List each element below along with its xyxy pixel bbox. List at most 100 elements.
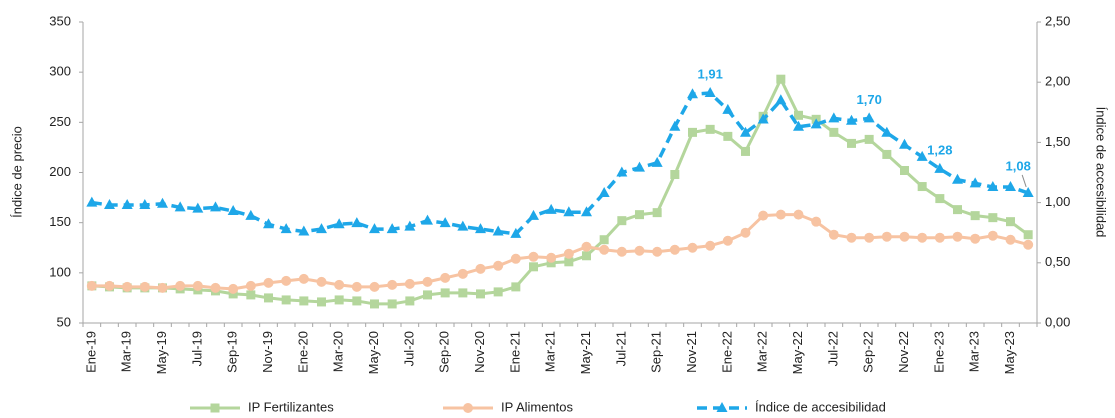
data-point — [264, 293, 273, 303]
data-point — [476, 289, 485, 299]
data-point — [634, 245, 645, 256]
data-point — [351, 281, 362, 292]
data-point — [723, 131, 733, 141]
data-point — [952, 231, 963, 242]
data-point — [934, 232, 945, 243]
x-tick-label: Nov-21 — [684, 331, 699, 373]
x-tick-label: Sep-22 — [861, 331, 876, 373]
data-point — [1022, 186, 1034, 197]
data-point — [457, 220, 469, 231]
data-point — [104, 199, 115, 210]
data-point — [317, 297, 326, 307]
data-point — [1006, 217, 1015, 227]
data-point — [546, 252, 557, 263]
data-point — [651, 156, 663, 167]
x-tick-label: May-19 — [154, 331, 169, 374]
data-point — [493, 287, 503, 297]
y2-tick-label: 0,50 — [1045, 254, 1070, 269]
data-point — [228, 283, 239, 294]
data-point — [687, 242, 698, 253]
data-point — [935, 194, 945, 204]
data-point — [475, 263, 486, 274]
data-point — [599, 235, 609, 245]
y-axis-title: Índice de precio — [9, 126, 24, 218]
data-point — [952, 173, 963, 184]
x-tick-label: Nov-22 — [896, 331, 911, 373]
data-point — [1005, 234, 1016, 245]
data-point — [722, 235, 733, 246]
y2-tick-label: 1,00 — [1045, 194, 1070, 209]
data-point — [139, 199, 151, 210]
data-point — [828, 112, 840, 123]
x-tick-label: Mar-23 — [967, 331, 982, 372]
data-point — [635, 210, 644, 220]
data-point — [263, 218, 274, 229]
data-point — [157, 197, 168, 208]
x-tick-label: Jul-20 — [401, 331, 416, 366]
y2-tick-label: 2,50 — [1045, 13, 1070, 28]
data-point — [228, 289, 238, 299]
data-point — [475, 223, 486, 234]
data-point — [598, 186, 610, 197]
data-point — [917, 182, 927, 192]
data-point — [810, 118, 822, 129]
data-point — [422, 214, 433, 225]
y-tick-label: 300 — [49, 64, 71, 79]
x-tick-label: May-21 — [578, 331, 593, 374]
data-point — [900, 165, 909, 175]
data-point — [387, 299, 397, 309]
data-point — [740, 126, 751, 137]
data-point — [545, 203, 557, 214]
data-point — [688, 127, 697, 137]
data-point — [457, 268, 468, 279]
x-tick-label: Ene-19 — [83, 331, 98, 373]
data-point — [953, 205, 962, 215]
data-point — [546, 258, 556, 268]
data-point — [704, 87, 716, 98]
data-point — [899, 231, 910, 242]
legend-label: IP Fertilizantes — [248, 399, 334, 414]
data-label: 1,08 — [1006, 158, 1031, 173]
y2-tick-label: 1,50 — [1045, 134, 1070, 149]
x-tick-label: Jul-21 — [613, 331, 628, 366]
x-tick-label: Mar-22 — [755, 331, 770, 372]
x-tick-label: Sep-21 — [649, 331, 664, 373]
data-point — [917, 232, 928, 243]
data-label: 1,28 — [927, 142, 952, 157]
data-point — [86, 280, 97, 291]
data-point — [511, 282, 521, 292]
data-point — [334, 279, 345, 290]
y2-tick-label: 2,00 — [1045, 74, 1070, 89]
data-point — [86, 196, 98, 207]
data-point — [741, 146, 750, 156]
data-point — [316, 223, 327, 234]
x-tick-label: Jul-19 — [189, 331, 204, 366]
data-point — [970, 233, 981, 244]
data-point — [386, 223, 398, 234]
data-point — [281, 295, 291, 305]
x-tick-label: Ene-20 — [295, 331, 310, 373]
data-point — [775, 209, 786, 220]
data-point — [563, 206, 575, 217]
data-point — [387, 279, 398, 290]
data-point — [404, 220, 416, 231]
data-point — [757, 113, 769, 124]
data-point — [210, 282, 221, 293]
data-point — [863, 112, 875, 123]
x-tick-label: Mar-19 — [119, 331, 134, 372]
data-point — [280, 223, 292, 234]
data-point — [139, 281, 150, 292]
data-point — [510, 227, 522, 238]
data-point — [440, 288, 450, 298]
data-point — [599, 244, 610, 255]
y-tick-label: 50 — [57, 314, 71, 329]
data-point — [404, 278, 415, 289]
x-tick-label: Nov-19 — [260, 331, 275, 373]
data-point — [882, 149, 892, 159]
data-point — [104, 280, 115, 291]
legend-label: IP Alimentos — [501, 399, 574, 414]
data-point — [970, 211, 980, 221]
data-point — [422, 276, 433, 287]
data-point — [352, 296, 362, 306]
